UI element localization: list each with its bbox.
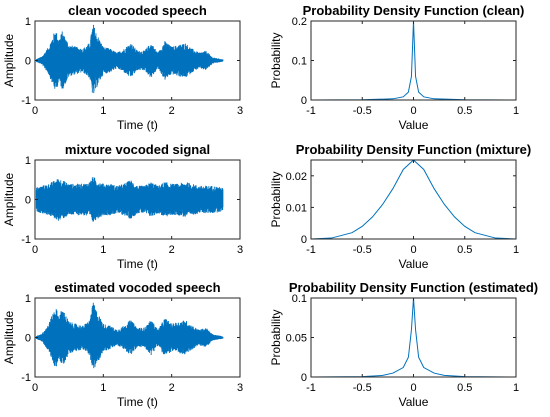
pdf-series	[311, 298, 516, 377]
x-tick-label: 3	[237, 244, 243, 256]
y-axis-label: Amplitude	[2, 34, 16, 88]
x-axis-label: Value	[399, 118, 429, 132]
x-tick-label: -1	[306, 382, 316, 394]
x-axis-label: Time (t)	[117, 395, 158, 409]
pdf-series	[311, 160, 516, 239]
x-tick-label: 1	[100, 382, 106, 394]
y-tick-label: 1	[25, 293, 31, 305]
y-tick-label: 0.1	[292, 56, 307, 68]
y-axis-label: Probability	[269, 309, 283, 365]
x-tick-label: 0	[410, 105, 416, 117]
x-tick-label: 1	[513, 382, 519, 394]
y-tick-label: 0	[301, 234, 307, 246]
subplot-title: Probability Density Function (clean)	[303, 3, 525, 18]
x-tick-label: 1	[513, 105, 519, 117]
y-axis-label: Amplitude	[2, 311, 16, 365]
x-axis-label: Value	[399, 395, 429, 409]
y-tick-label: 1	[25, 155, 31, 167]
subplot-title: clean vocoded speech	[68, 3, 207, 18]
x-tick-label: 0.5	[457, 244, 472, 256]
x-tick-label: 2	[169, 244, 175, 256]
y-tick-label: 0	[25, 195, 31, 207]
subplot-title: estimated vocoded speech	[54, 280, 220, 295]
subplot-4: -1 -0.5 0 0.5 1 0 0.01 0.02 Probability Density …	[269, 142, 531, 271]
y-tick-label: 0	[301, 95, 307, 107]
x-tick-label: 1	[513, 244, 519, 256]
y-tick-label: -1	[21, 95, 31, 107]
x-tick-label: -0.5	[353, 244, 372, 256]
x-tick-label: 0	[32, 105, 38, 117]
axes-box	[310, 297, 517, 378]
x-tick-label: 0	[410, 382, 416, 394]
x-tick-label: 1	[100, 105, 106, 117]
x-axis-label: Value	[399, 257, 429, 271]
x-tick-label: 2	[169, 105, 175, 117]
waveform-series	[35, 302, 224, 369]
x-tick-label: 2	[169, 382, 175, 394]
y-tick-label: 0.01	[286, 202, 307, 214]
y-axis-label: Probability	[269, 171, 283, 227]
waveform-series	[35, 177, 224, 222]
x-tick-label: 0	[32, 382, 38, 394]
x-tick-label: -1	[306, 105, 316, 117]
x-axis-label: Time (t)	[117, 118, 158, 132]
x-axis-label: Time (t)	[117, 257, 158, 271]
x-tick-label: 0.5	[457, 105, 472, 117]
x-tick-label: 1	[100, 244, 106, 256]
pdf-series	[311, 21, 516, 100]
waveform-series	[35, 24, 224, 94]
y-tick-label: 0	[301, 372, 307, 384]
axes-box	[310, 159, 517, 240]
x-tick-label: -1	[306, 244, 316, 256]
y-axis-label: Probability	[269, 32, 283, 88]
y-tick-label: 0.02	[286, 171, 307, 183]
y-tick-label: -1	[21, 234, 31, 246]
y-tick-label: 0.05	[286, 333, 307, 345]
x-tick-label: 3	[237, 382, 243, 394]
x-tick-label: 3	[237, 105, 243, 117]
x-tick-label: 0.5	[457, 382, 472, 394]
y-tick-label: -1	[21, 372, 31, 384]
y-axis-label: Amplitude	[2, 173, 16, 227]
x-tick-label: -0.5	[353, 105, 372, 117]
subplot-title: Probability Density Function (estimated)	[289, 280, 538, 295]
subplot-title: Probability Density Function (mixture)	[296, 142, 531, 157]
y-tick-label: 0.1	[292, 293, 307, 305]
x-tick-label: -0.5	[353, 382, 372, 394]
y-tick-label: 1	[25, 16, 31, 28]
x-tick-label: 0	[410, 244, 416, 256]
subplot-title: mixture vocoded signal	[65, 142, 210, 157]
y-tick-label: 0	[25, 333, 31, 345]
x-tick-label: 0	[32, 244, 38, 256]
y-tick-label: 0.2	[292, 16, 307, 28]
y-tick-label: 0	[25, 56, 31, 68]
